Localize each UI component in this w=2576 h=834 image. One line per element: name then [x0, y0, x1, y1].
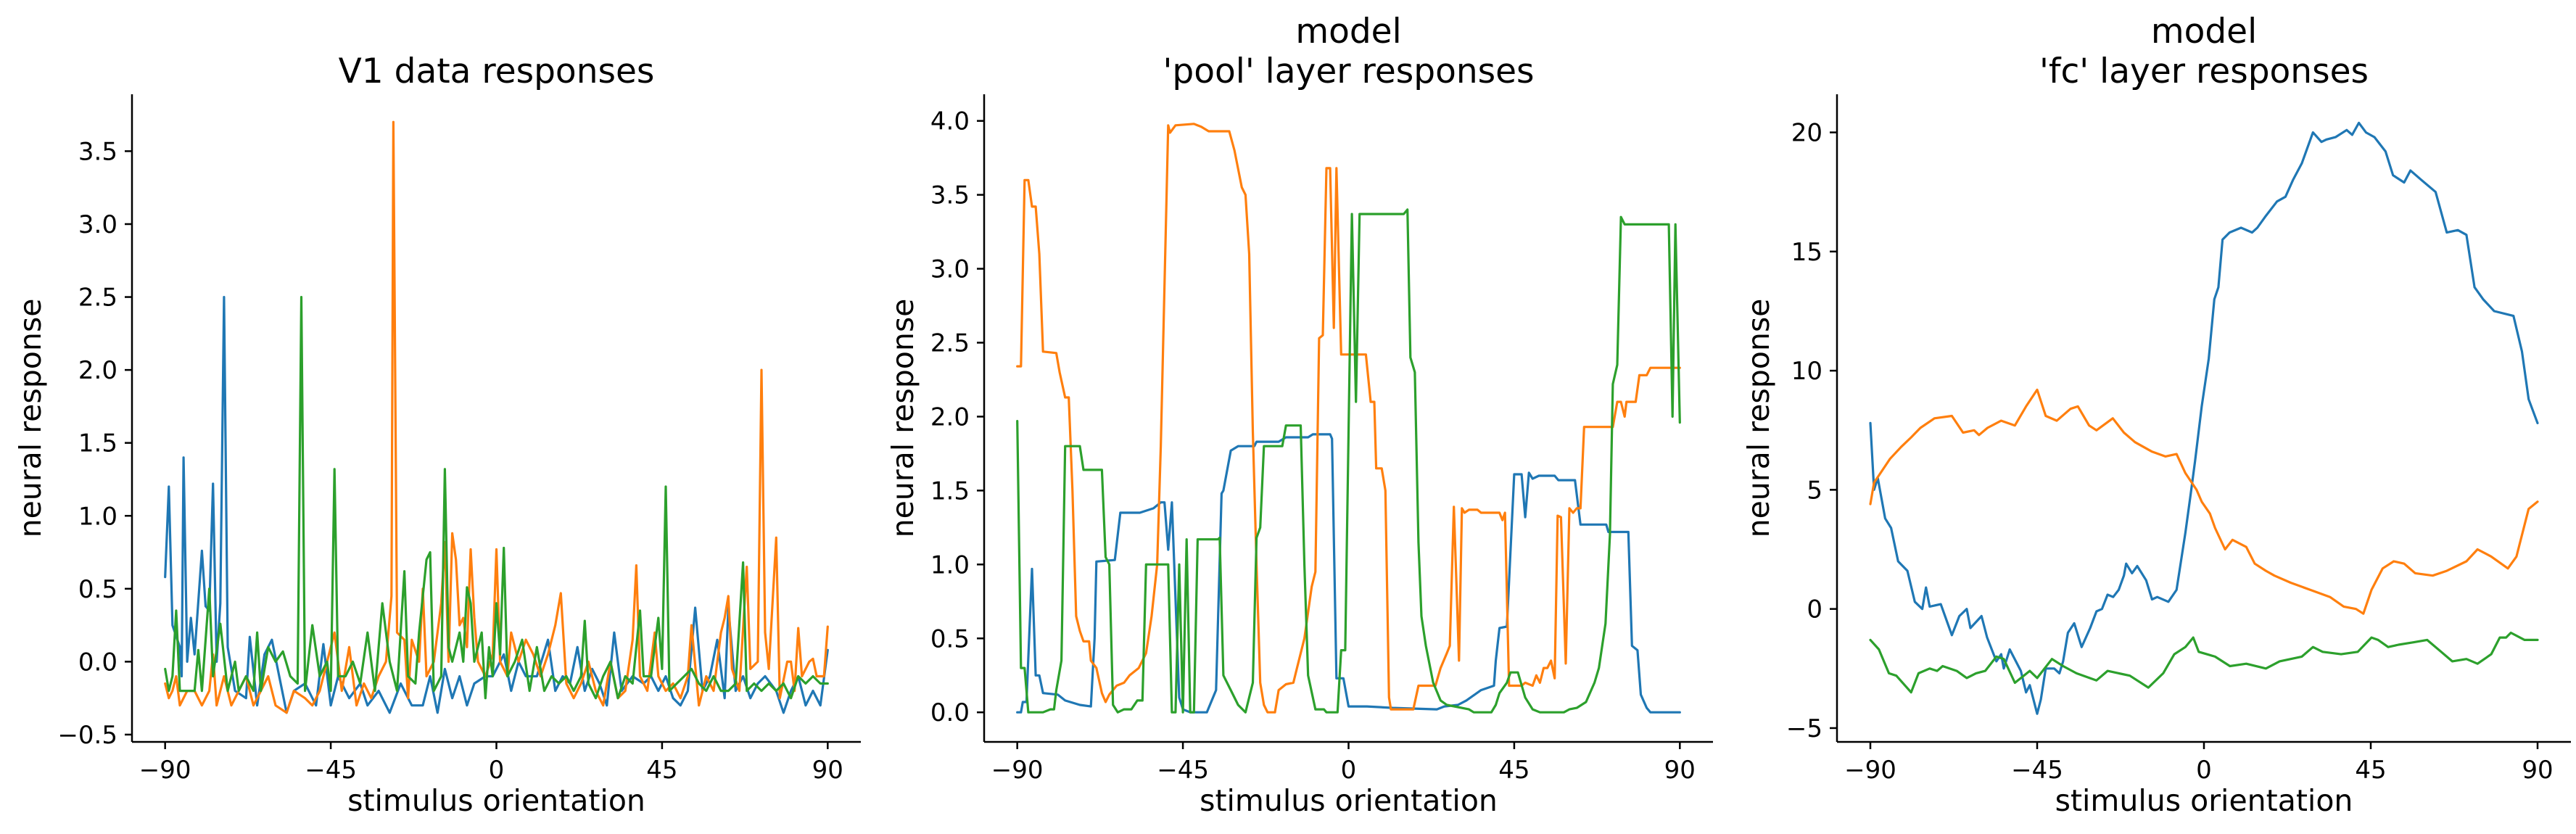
y-tick-label: −0.5 — [57, 721, 117, 750]
series-line-3 — [164, 296, 829, 700]
y-tick-label: 1.0 — [78, 502, 117, 531]
x-tick-label: 45 — [646, 756, 677, 785]
series-line-1 — [164, 296, 829, 714]
y-tick-label: 20 — [1791, 119, 1822, 148]
y-tick-label: 0.5 — [78, 575, 117, 604]
chart-title: 'pool' layer responses — [1163, 51, 1535, 91]
x-tick-label: −45 — [2011, 756, 2063, 785]
x-tick-label: 45 — [2355, 756, 2386, 785]
x-tick-label: −45 — [305, 756, 357, 785]
x-tick-label: −90 — [1844, 756, 1896, 785]
x-axis-label: stimulus orientation — [2055, 783, 2353, 818]
series-line-1 — [1016, 433, 1681, 714]
y-tick-label: 15 — [1791, 238, 1822, 267]
series-line-2 — [1016, 123, 1681, 714]
x-tick-label: 0 — [489, 756, 505, 785]
y-tick-label: 0 — [1807, 595, 1822, 624]
x-tick-label: 90 — [1664, 756, 1696, 785]
y-tick-label: 2.5 — [930, 329, 970, 358]
chart-title: V1 data responses — [339, 51, 655, 91]
series-line-3 — [1869, 631, 2539, 694]
y-tick-label: 1.0 — [930, 550, 970, 579]
x-tick-label: −90 — [139, 756, 191, 785]
series-line-3 — [1016, 208, 1681, 714]
x-tick-label: 0 — [1341, 756, 1357, 785]
x-tick-label: 0 — [2196, 756, 2212, 785]
y-tick-label: 10 — [1791, 357, 1822, 386]
y-tick-label: 0.0 — [930, 698, 970, 727]
chart-title: 'fc' layer responses — [2039, 51, 2369, 91]
y-tick-label: 1.5 — [930, 476, 970, 505]
subplot-1: V1 data responses −90 −45 0 45 90 −0.5 0.0 0.5 1.… — [13, 51, 861, 818]
y-axis-label: neural response — [886, 299, 920, 538]
y-tick-label: 3.0 — [930, 255, 970, 284]
subplot-3: model'fc' layer responses −90 −45 0 45 90 −5 0 5… — [1741, 12, 2571, 818]
subplot-2: model'pool' layer responses −90 −45 0 45 90 0.… — [886, 12, 1713, 818]
series-line-2 — [1869, 388, 2539, 615]
x-tick-label: 45 — [1498, 756, 1530, 785]
x-tick-label: 90 — [2522, 756, 2553, 785]
y-tick-label: 2.0 — [930, 402, 970, 432]
y-tick-label: 1.5 — [78, 429, 117, 458]
y-tick-label: 3.5 — [78, 137, 117, 166]
chart-title: model — [1295, 12, 1401, 51]
y-tick-label: −5 — [1786, 714, 1822, 743]
y-tick-label: 0.0 — [78, 648, 117, 677]
y-axis-label: neural response — [13, 299, 48, 538]
y-tick-label: 5 — [1807, 476, 1822, 505]
y-tick-label: 2.5 — [78, 284, 117, 313]
y-tick-label: 3.5 — [930, 181, 970, 210]
x-tick-label: −90 — [991, 756, 1044, 785]
chart-title: model — [2151, 12, 2257, 51]
y-axis-label: neural response — [1741, 299, 1776, 538]
x-axis-label: stimulus orientation — [347, 783, 645, 818]
x-tick-label: −45 — [1157, 756, 1209, 785]
x-tick-label: 90 — [812, 756, 843, 785]
y-tick-label: 3.0 — [78, 210, 117, 239]
series-line-1 — [1869, 121, 2539, 715]
x-axis-label: stimulus orientation — [1200, 783, 1498, 818]
y-tick-label: 4.0 — [930, 107, 970, 136]
y-tick-label: 0.5 — [930, 624, 970, 653]
series-line-2 — [164, 120, 829, 714]
y-tick-label: 2.0 — [78, 356, 117, 385]
